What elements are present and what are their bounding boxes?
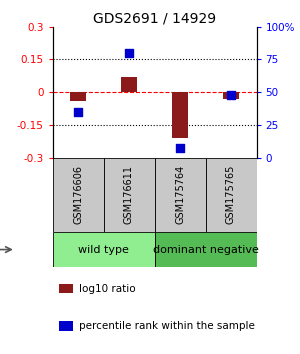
Text: log10 ratio: log10 ratio (80, 284, 136, 293)
Bar (52, 158, 104, 232)
Text: GSM175764: GSM175764 (175, 165, 185, 224)
Text: wild type: wild type (78, 245, 129, 255)
Bar (172, 92, 188, 138)
Bar (154, 232, 256, 267)
Bar (223, 92, 239, 98)
Bar (206, 158, 256, 232)
Text: GSM176606: GSM176606 (73, 165, 83, 224)
Bar (103, 158, 154, 232)
Bar (58, 284, 73, 293)
Point (229, 92, 233, 97)
Bar (58, 321, 73, 331)
Text: percentile rank within the sample: percentile rank within the sample (80, 321, 255, 331)
Point (127, 50, 131, 56)
Bar (121, 77, 136, 92)
Bar (52, 232, 154, 267)
Title: GDS2691 / 14929: GDS2691 / 14929 (93, 11, 216, 25)
Text: dominant negative: dominant negative (153, 245, 258, 255)
Bar (154, 158, 206, 232)
Point (76, 109, 80, 114)
Point (178, 145, 182, 151)
Bar (70, 92, 86, 101)
Text: GSM175765: GSM175765 (226, 165, 236, 224)
Text: GSM176611: GSM176611 (124, 165, 134, 224)
